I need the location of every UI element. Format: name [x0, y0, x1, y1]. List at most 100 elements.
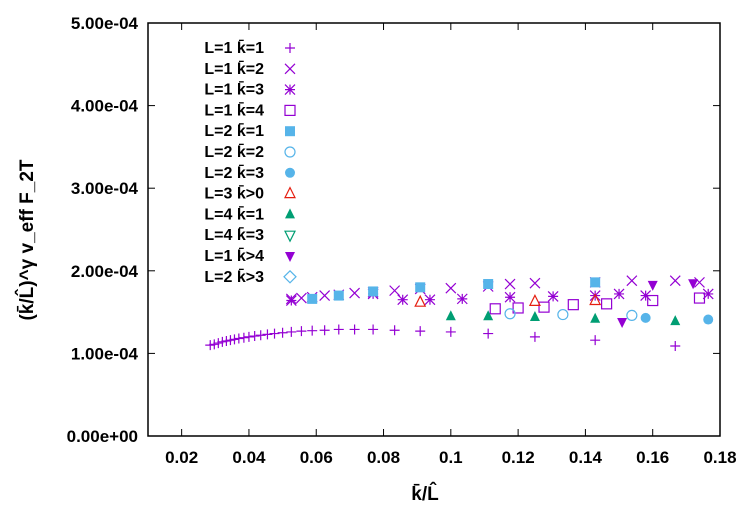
data-point	[209, 339, 220, 350]
data-point	[601, 298, 613, 310]
x-tick-label: 0.08	[367, 448, 400, 467]
data-point	[512, 302, 524, 314]
legend-marker	[284, 84, 296, 96]
data-point	[217, 336, 228, 347]
plot-border	[147, 22, 721, 437]
data-point	[307, 325, 318, 336]
data-point	[670, 315, 681, 326]
legend-marker	[285, 252, 295, 262]
data-point	[528, 294, 541, 306]
legend-label: L=1 k̄=3	[204, 80, 264, 99]
data-point	[319, 325, 330, 336]
x-tick-label: 0.02	[165, 448, 198, 467]
y-axis-label: (k̄/L̂)^γ v_eff F_2T	[16, 159, 38, 320]
y-tick-label: 2.00e-04	[71, 262, 139, 281]
data-point	[617, 318, 628, 329]
data-point	[590, 312, 601, 323]
legend-marker	[285, 167, 295, 178]
x-tick-label: 0.12	[502, 448, 535, 467]
data-point	[445, 282, 457, 294]
data-point	[504, 308, 516, 320]
data-point	[693, 292, 706, 304]
data-point	[589, 293, 602, 306]
legend: L=1 k̄=1 L=1 k̄=2 L=1 k̄=3 L=1 k̄=4L=2 k̄=1…	[204, 38, 297, 286]
data-point	[389, 325, 400, 336]
data-point	[243, 331, 254, 342]
data-point	[349, 324, 360, 335]
x-axis: 0.02 0.04 0.06 0.08 0.1 0.12 0.14 0.16 0.18	[165, 23, 737, 467]
data-point	[307, 293, 318, 304]
y-tick-label: 4.00e-04	[71, 97, 139, 116]
data-point	[333, 324, 344, 335]
data-point	[640, 290, 652, 302]
y-tick-label: 0.00e+00	[67, 427, 138, 446]
data-point	[590, 277, 601, 288]
data-point	[567, 299, 579, 311]
data-point	[547, 290, 559, 302]
data-point	[529, 331, 540, 342]
data-point	[285, 295, 297, 306]
data-point	[626, 275, 638, 287]
data-point	[702, 288, 714, 300]
data-points	[205, 275, 714, 351]
data-point	[626, 309, 638, 322]
data-point	[483, 279, 494, 290]
legend-marker	[284, 63, 296, 75]
legend-label: L=1 k̄=1	[204, 38, 264, 57]
data-point	[415, 326, 426, 337]
legend-label: L=4 k̄=1	[204, 205, 264, 224]
legend-label: L=3 k̄>0	[204, 184, 264, 203]
x-tick-label: 0.14	[569, 448, 603, 467]
y-tick-label: 1.00e-04	[71, 344, 139, 363]
data-point	[703, 314, 714, 325]
data-point	[238, 332, 249, 343]
data-point	[504, 291, 516, 303]
x-tick-label: 0.16	[636, 448, 669, 467]
data-point	[483, 328, 494, 339]
data-point	[415, 282, 426, 293]
data-point	[529, 277, 541, 289]
data-point	[529, 311, 540, 322]
data-point	[389, 285, 401, 297]
x-tick-label: 0.06	[300, 448, 333, 467]
data-point	[424, 294, 436, 306]
legend-label: L=2 k̄=3	[204, 163, 264, 182]
legend-label: L=2 k̄>3	[204, 267, 264, 286]
data-point	[688, 279, 699, 290]
legend-label: L=2 k̄=2	[204, 142, 264, 161]
data-point	[249, 331, 260, 342]
legend-marker	[285, 126, 295, 137]
data-point	[538, 301, 550, 313]
data-point	[221, 336, 232, 347]
data-point	[225, 335, 236, 346]
x-tick-label: 0.18	[703, 448, 736, 467]
data-point	[277, 327, 288, 338]
data-point	[613, 288, 625, 300]
data-point	[640, 312, 651, 323]
data-point	[483, 310, 494, 321]
data-point	[255, 330, 266, 341]
data-point	[397, 294, 409, 306]
data-point	[504, 278, 516, 290]
x-tick-label: 0.04	[232, 448, 266, 467]
legend-marker	[283, 269, 297, 284]
data-point	[229, 334, 240, 345]
legend-label: L=1 k̄=4	[204, 101, 264, 120]
data-point	[286, 326, 297, 337]
data-point	[296, 292, 307, 304]
data-point	[205, 340, 216, 351]
legend-label: L=2 k̄=1	[204, 121, 264, 140]
y-tick-label: 5.00e-04	[71, 14, 139, 33]
data-point	[368, 286, 379, 297]
data-point	[296, 326, 307, 337]
data-point	[647, 280, 658, 291]
x-axis-label: k̄/L̂	[411, 483, 439, 505]
legend-label: L=1 k̄=2	[204, 59, 264, 78]
data-point	[233, 333, 244, 344]
data-point	[669, 275, 681, 287]
data-point	[213, 338, 224, 349]
data-point	[414, 294, 427, 307]
data-point	[445, 310, 456, 321]
data-point	[333, 290, 344, 301]
